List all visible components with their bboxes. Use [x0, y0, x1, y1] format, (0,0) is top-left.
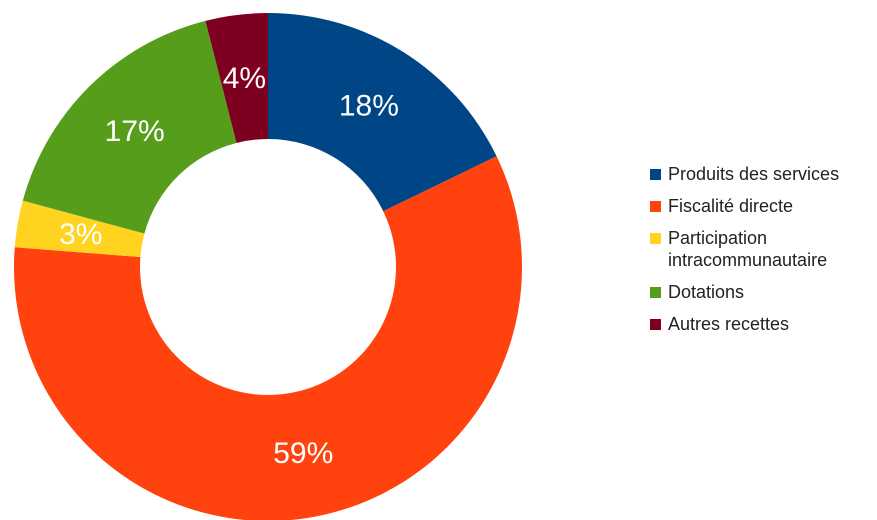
legend-label-autres: Autres recettes — [668, 314, 790, 334]
legend-label-participation: Participation intracommunautaire — [668, 227, 827, 271]
chart-legend: Produits des services Fiscalité directe … — [650, 163, 875, 345]
legend-item-produits: Produits des services — [650, 163, 875, 185]
legend-label-participation-line2: intracommunautaire — [668, 250, 828, 270]
legend-item-dotations: Dotations — [650, 281, 875, 303]
slice-value-label-3: 17% — [105, 115, 165, 148]
legend-item-participation: Participation intracommunautaire — [650, 227, 875, 271]
legend-label-participation-line1: Participation — [668, 228, 768, 248]
legend-label-produits: Produits des services — [668, 164, 840, 184]
legend-item-fiscalite: Fiscalité directe — [650, 195, 875, 217]
slice-value-label-0: 18% — [339, 90, 399, 123]
donut-slice-2 — [14, 200, 145, 258]
donut-slice-3 — [22, 20, 237, 234]
legend-swatch-fiscalite — [650, 201, 661, 212]
legend-swatch-produits — [650, 169, 661, 180]
donut-slice-4 — [205, 13, 268, 143]
legend-item-autres: Autres recettes — [650, 313, 875, 335]
slice-value-label-1: 59% — [273, 437, 333, 470]
legend-swatch-autres — [650, 319, 661, 330]
slice-value-label-4: 4% — [223, 62, 266, 95]
legend-label-fiscalite: Fiscalité directe — [668, 196, 794, 216]
legend-swatch-dotations — [650, 287, 661, 298]
legend-label-dotations: Dotations — [668, 282, 745, 302]
legend-swatch-participation — [650, 233, 661, 244]
donut-slice-1 — [14, 156, 522, 520]
donut-slice-0 — [268, 13, 497, 212]
slice-value-label-2: 3% — [59, 218, 102, 251]
donut-chart: 18% 59% 3% 17% 4% — [14, 13, 522, 520]
